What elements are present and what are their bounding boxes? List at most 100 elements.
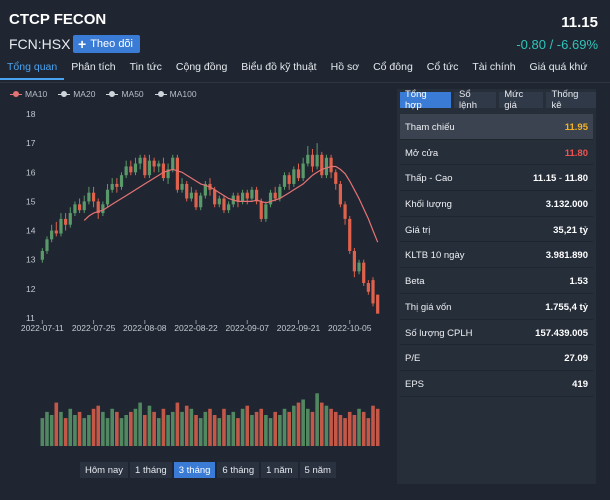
candle-body bbox=[77, 204, 82, 211]
range-1-year-button[interactable]: 1 năm bbox=[261, 462, 298, 478]
volume-bar bbox=[231, 411, 236, 446]
candle-body bbox=[101, 204, 105, 214]
volume-bar bbox=[319, 402, 324, 446]
chart-area: 18 17 16 15 14 13 12 11 2022-07-11 2022-07-25 2022… bbox=[0, 84, 392, 500]
stat-row-volume: Khối lượng 3.132.000 bbox=[400, 191, 593, 217]
candle-body bbox=[199, 195, 203, 208]
legend-ma100[interactable]: MA100 bbox=[154, 89, 197, 99]
y-tick-label: 14 bbox=[26, 226, 36, 236]
volume-bar bbox=[357, 408, 361, 446]
candle-body bbox=[334, 172, 338, 184]
stat-value: 3.132.000 bbox=[545, 199, 588, 211]
stat-label: Mở cửa bbox=[405, 147, 439, 159]
legend-marker-icon bbox=[10, 91, 22, 97]
stat-row-low-high: Thấp - Cao 11.15 - 11.80 bbox=[400, 165, 593, 192]
tab-price-history[interactable]: Giá quá khứ bbox=[529, 61, 588, 73]
stat-row-open: Mở cửa 11.80 bbox=[400, 140, 593, 166]
y-tick-label: 15 bbox=[26, 196, 36, 206]
volume-bar bbox=[333, 411, 338, 446]
candle-body bbox=[68, 213, 72, 225]
tab-financials[interactable]: Tài chính bbox=[472, 61, 516, 73]
range-3-months-button[interactable]: 3 tháng bbox=[173, 462, 216, 478]
candle-body bbox=[161, 163, 166, 179]
range-6-months-button[interactable]: 6 tháng bbox=[217, 462, 260, 478]
candle-body bbox=[250, 189, 254, 199]
volume-bar bbox=[184, 405, 189, 446]
candle-body bbox=[124, 166, 128, 176]
volume-bar bbox=[375, 408, 380, 446]
candle-body bbox=[278, 186, 282, 199]
tab-dividends[interactable]: Cổ tức bbox=[426, 61, 459, 73]
volume-bar bbox=[77, 411, 82, 446]
tab-news[interactable]: Tin tức bbox=[129, 61, 162, 73]
candle-body bbox=[91, 192, 96, 202]
candle-body bbox=[54, 230, 58, 234]
tab-profile[interactable]: Hồ sơ bbox=[330, 61, 360, 73]
volume-bar bbox=[264, 415, 268, 446]
follow-button[interactable]: + Theo dõi bbox=[73, 35, 140, 53]
volume-bar bbox=[142, 415, 147, 446]
volume-bar bbox=[296, 402, 301, 446]
candle-body bbox=[115, 183, 119, 187]
legend-ma10[interactable]: MA10 bbox=[10, 89, 47, 99]
volume-bar bbox=[315, 393, 319, 446]
volume-bar bbox=[217, 418, 222, 446]
stats-panel: Tổng hợp Sổ lệnh Mức giá Thống kê Tham c… bbox=[397, 89, 597, 484]
tab-statistics[interactable]: Thống kê bbox=[546, 89, 597, 111]
stat-row-eps: EPS 419 bbox=[400, 371, 593, 397]
candle-body bbox=[59, 218, 63, 234]
candle-body bbox=[264, 204, 268, 219]
price-change: -0.80 / -6.69% bbox=[516, 37, 598, 52]
stat-value: 1.53 bbox=[569, 276, 589, 288]
candle-body bbox=[329, 157, 333, 173]
candle-body bbox=[254, 189, 259, 202]
tab-price-levels[interactable]: Mức giá bbox=[499, 89, 544, 111]
stat-value: 11.15 - 11.80 bbox=[533, 173, 588, 184]
tab-shareholders[interactable]: Cổ đông bbox=[373, 61, 413, 73]
tab-order-book[interactable]: Sổ lệnh bbox=[454, 89, 497, 111]
range-today-button[interactable]: Hôm nay bbox=[80, 462, 129, 478]
candle-body bbox=[171, 157, 175, 170]
candle-body bbox=[236, 195, 240, 202]
stat-row-avg-volume: KLTB 10 ngày 3.981.890 bbox=[400, 242, 593, 269]
tab-analysis[interactable]: Phân tích bbox=[71, 61, 116, 73]
legend-ma20[interactable]: MA20 bbox=[58, 89, 95, 99]
stat-label: EPS bbox=[405, 378, 425, 390]
time-range-selector: Hôm nay 1 tháng 3 tháng 6 tháng 1 năm 5 … bbox=[80, 462, 336, 478]
legend-ma50[interactable]: MA50 bbox=[106, 89, 144, 99]
ma10-line bbox=[83, 165, 379, 243]
tab-summary[interactable]: Tổng hợp bbox=[400, 89, 452, 111]
stat-label: Khối lượng bbox=[405, 199, 452, 211]
candle-body bbox=[376, 294, 380, 314]
volume-bar bbox=[361, 411, 366, 446]
volume-bar bbox=[101, 411, 105, 446]
volume-bar bbox=[156, 418, 161, 446]
x-tick-label: 2022-08-22 bbox=[174, 323, 218, 333]
stat-label: P/E bbox=[405, 353, 421, 365]
stat-value: 419 bbox=[572, 378, 588, 390]
volume-bar bbox=[59, 411, 63, 446]
volume-bar bbox=[87, 415, 91, 446]
volume-bar bbox=[124, 415, 128, 446]
volume-bar bbox=[198, 418, 203, 446]
volume-bar bbox=[226, 415, 231, 446]
stat-row-turnover: Giá trị 35,21 tỷ bbox=[400, 217, 593, 243]
range-1-month-button[interactable]: 1 tháng bbox=[130, 462, 172, 478]
tab-overview[interactable]: Tổng quan bbox=[0, 60, 65, 80]
stats-list: Tham chiếu 11.95 Mở cửa 11.80 Thấp - Cao… bbox=[400, 114, 593, 397]
candle-body bbox=[268, 192, 273, 205]
candle-body bbox=[138, 157, 142, 164]
follow-label: Theo dõi bbox=[90, 38, 133, 50]
volume-bar bbox=[161, 408, 166, 446]
tab-technical-chart[interactable]: Biểu đồ kỹ thuật bbox=[241, 61, 317, 73]
range-5-years-button[interactable]: 5 năm bbox=[299, 462, 336, 478]
volume-bar bbox=[366, 418, 371, 446]
stat-value: 11.80 bbox=[564, 147, 588, 159]
legend-marker-icon bbox=[154, 91, 167, 97]
volume-bar bbox=[96, 405, 101, 446]
stat-value: 27.09 bbox=[564, 353, 588, 365]
tab-community[interactable]: Cộng đồng bbox=[175, 61, 228, 73]
volume-bar bbox=[147, 405, 152, 446]
candle-body bbox=[320, 154, 324, 176]
